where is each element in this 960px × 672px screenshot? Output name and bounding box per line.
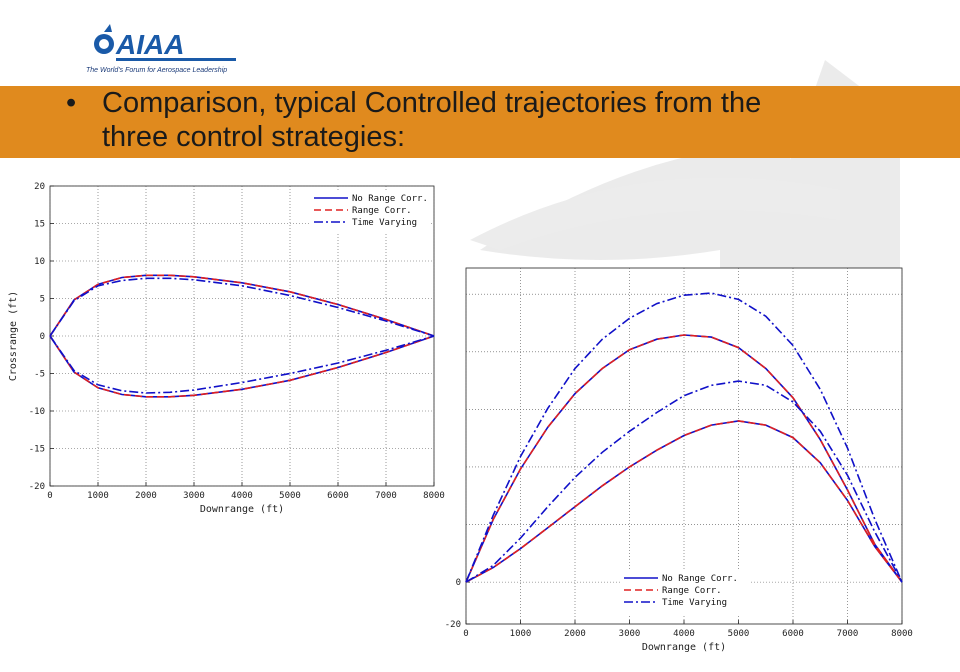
x-tick-label: 7000 [837, 629, 859, 639]
y-tick-label: 0 [456, 578, 461, 588]
aiaa-logo: AIAA The World's Forum for Aerospace Lea… [86, 24, 236, 74]
x-tick-label: 0 [463, 629, 468, 639]
y-tick-label: 0 [40, 332, 45, 342]
legend-entry: No Range Corr. [662, 574, 738, 584]
y-tick-label: 20 [34, 182, 45, 192]
x-tick-label: 6000 [327, 491, 349, 501]
bullet-point: • Comparison, typical Controlled trajecto… [66, 86, 946, 154]
logo-tagline: The World's Forum for Aerospace Leadersh… [86, 67, 227, 74]
y-tick-label: 15 [34, 220, 45, 230]
altitude-trajectory-chart: 0 1000 2000 3000 4000 5000 6000 7000 8000-200Dow… [445, 267, 913, 653]
legend-entry: Time Varying [662, 598, 727, 608]
series-line-range-corr [49, 274, 435, 337]
y-tick-label: -20 [445, 620, 461, 630]
series-line-time-varying [49, 335, 435, 394]
logo-wordmark: AIAA [115, 29, 184, 60]
x-tick-label: 4000 [673, 629, 695, 639]
bullet-dot: • [66, 87, 77, 119]
x-tick-label: 3000 [183, 491, 205, 501]
series-line-time-varying [465, 292, 903, 583]
x-tick-label: 1000 [87, 491, 109, 501]
legend-entry: Range Corr. [352, 206, 412, 216]
x-tick-label: 2000 [135, 491, 157, 501]
title-banner [0, 86, 960, 158]
x-tick-label: 8000 [423, 491, 445, 501]
y-axis-label: Crossrange (ft) [8, 291, 19, 381]
x-tick-label: 7000 [375, 491, 397, 501]
legend-entry: Range Corr. [662, 586, 722, 596]
x-axis-label: Downrange (ft) [642, 642, 726, 653]
x-tick-label: 5000 [728, 629, 750, 639]
x-tick-label: 4000 [231, 491, 253, 501]
x-tick-label: 3000 [619, 629, 641, 639]
x-tick-label: 0 [47, 491, 52, 501]
y-tick-label: -20 [29, 482, 45, 492]
series-line-range-corr [465, 420, 903, 583]
crossrange-chart: 0 1000 2000 3000 4000 5000 6000 7000 8000 -20 -15 -… [8, 182, 445, 515]
series-line-time-varying [465, 380, 903, 583]
y-tick-label: 10 [34, 257, 45, 267]
series-line-range-corr [49, 335, 435, 398]
x-tick-label: 2000 [564, 629, 586, 639]
x-tick-label: 8000 [891, 629, 913, 639]
bullet-line-1: Comparison, typical Controlled trajector… [102, 87, 762, 119]
y-tick-label: -5 [34, 370, 45, 380]
x-axis-label: Downrange (ft) [200, 504, 284, 515]
series-line-range-corr [465, 334, 903, 583]
x-tick-label: 5000 [279, 491, 301, 501]
y-tick-label: -10 [29, 407, 45, 417]
x-tick-label: 1000 [510, 629, 532, 639]
legend-entry: No Range Corr. [352, 194, 428, 204]
y-tick-label: -15 [29, 445, 45, 455]
y-tick-label: 5 [40, 295, 45, 305]
watermark-arc [470, 177, 840, 250]
legend-box [310, 190, 430, 232]
x-tick-label: 6000 [782, 629, 804, 639]
series-line-time-varying [49, 277, 435, 337]
bullet-line-2: three control strategies: [102, 121, 406, 153]
legend-entry: Time Varying [352, 218, 417, 228]
